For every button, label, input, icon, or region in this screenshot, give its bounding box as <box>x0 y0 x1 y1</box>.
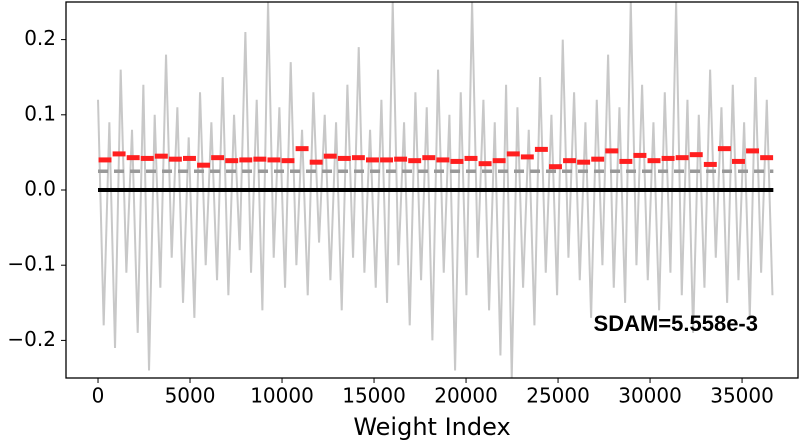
y-tick-label: −0.2 <box>7 327 56 351</box>
y-tick-label: 0.0 <box>24 177 56 201</box>
y-tick-label: 0.1 <box>24 101 56 125</box>
annotation: SDAM=5.558e-3 <box>594 311 758 336</box>
x-axis-label: Weight Index <box>353 413 510 441</box>
x-tick-label: 15000 <box>342 384 406 408</box>
x-tick-label: 35000 <box>710 384 774 408</box>
x-tick-label: 30000 <box>618 384 682 408</box>
x-tick-label: 25000 <box>526 384 590 408</box>
plot-area <box>97 2 774 378</box>
y-tick-label: 0.2 <box>24 26 56 50</box>
weight-line <box>97 2 774 378</box>
x-tick-label: 20000 <box>434 384 498 408</box>
x-tick-label: 5000 <box>165 384 216 408</box>
x-tick-label: 10000 <box>250 384 314 408</box>
x-tick-label: 0 <box>92 384 105 408</box>
y-tick-label: −0.1 <box>7 252 56 276</box>
